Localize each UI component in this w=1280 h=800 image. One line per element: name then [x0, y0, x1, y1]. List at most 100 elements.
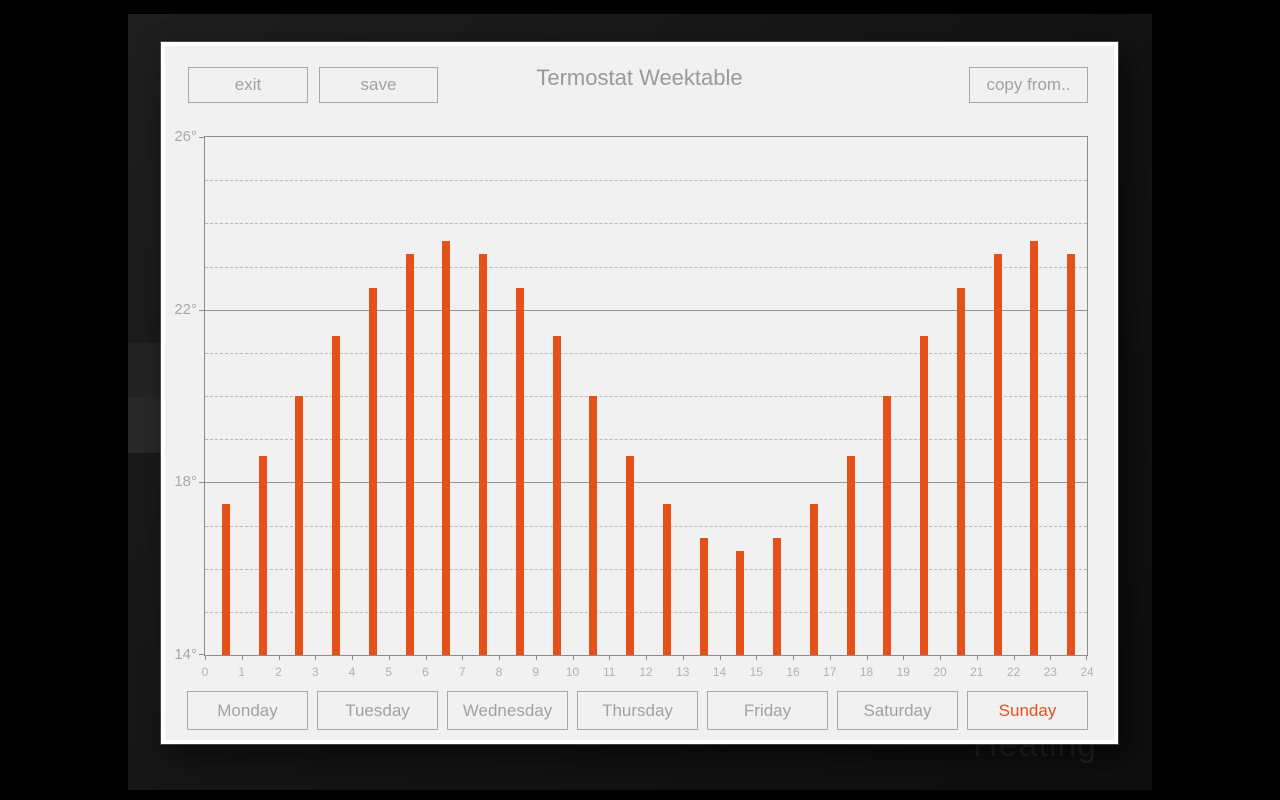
x-axis-label-6: 6: [422, 665, 429, 679]
x-axis-label-9: 9: [532, 665, 540, 679]
x-axis-label-24: 24: [1080, 665, 1094, 679]
x-axis-label-2: 2: [275, 665, 282, 679]
x-axis-label-3: 3: [311, 665, 319, 679]
x-axis-label-0: 0: [201, 665, 209, 679]
x-axis-label-12: 12: [639, 665, 653, 679]
y-axis-label-14: 14°: [174, 646, 197, 663]
temperature-bar-hour-22[interactable]: [1030, 240, 1039, 655]
x-axis-tick: [756, 656, 758, 660]
gridline-19deg: [205, 439, 1087, 441]
day-button-tuesday[interactable]: Tuesday: [317, 691, 438, 730]
x-axis-tick: [205, 656, 206, 660]
temperature-bar-hour-19[interactable]: [920, 335, 929, 655]
x-axis-tick: [903, 656, 905, 660]
temperature-bar-hour-0[interactable]: [221, 503, 230, 655]
x-axis-tick: [940, 656, 941, 660]
x-axis-tick: [278, 656, 280, 660]
gridline-24deg: [205, 223, 1087, 225]
day-button-thursday[interactable]: Thursday: [577, 691, 698, 730]
day-button-monday[interactable]: Monday: [187, 691, 308, 730]
x-axis-label-17: 17: [823, 665, 837, 679]
x-axis-label-16: 16: [786, 665, 800, 679]
temperature-bar-hour-7[interactable]: [479, 253, 488, 655]
y-axis-tick: [199, 137, 204, 138]
weektable-dialog: exit save Termostat Weektable copy from.…: [161, 42, 1118, 744]
gridline-25deg: [205, 180, 1087, 182]
background-menu-block: [128, 343, 161, 397]
temperature-bar-hour-9[interactable]: [552, 335, 561, 655]
temperature-bar-hour-14[interactable]: [736, 551, 745, 655]
y-axis-tick: [199, 654, 204, 655]
x-axis-tick: [793, 656, 794, 660]
x-axis-label-13: 13: [676, 665, 690, 679]
temperature-bar-hour-20[interactable]: [956, 288, 965, 655]
temperature-bar-hour-10[interactable]: [589, 396, 598, 655]
temperature-bar-hour-13[interactable]: [699, 538, 708, 655]
temperature-bar-hour-18[interactable]: [883, 396, 892, 655]
x-axis-label-4: 4: [348, 665, 356, 679]
y-axis-label-26: 26°: [174, 128, 197, 145]
background-menu-block: [128, 397, 161, 453]
x-axis-tick: [425, 656, 427, 660]
temperature-bar-hour-4[interactable]: [368, 288, 377, 655]
y-axis-label-22: 22°: [174, 300, 197, 318]
x-axis-tick: [1013, 656, 1015, 660]
temperature-bar-hour-16[interactable]: [809, 503, 818, 655]
temperature-bar-hour-15[interactable]: [773, 538, 782, 655]
gridline-16deg: [205, 568, 1087, 570]
x-axis-label-20: 20: [933, 665, 947, 679]
x-axis-tick: [1050, 656, 1052, 660]
day-button-friday[interactable]: Friday: [707, 691, 828, 730]
day-button-saturday[interactable]: Saturday: [837, 691, 958, 730]
y-axis-tick: [199, 482, 204, 484]
gridline-23deg: [205, 266, 1087, 268]
x-axis-tick: [535, 656, 537, 660]
temperature-bar-hour-21[interactable]: [993, 253, 1002, 655]
exit-button[interactable]: exit: [188, 67, 308, 103]
y-axis-label-18: 18°: [174, 473, 197, 491]
gridline-18deg: [205, 482, 1087, 484]
x-axis-tick: [719, 656, 721, 660]
x-axis-tick: [976, 656, 978, 660]
x-axis-tick: [609, 656, 611, 660]
x-axis-label-22: 22: [1006, 665, 1021, 679]
temperature-bar-hour-23[interactable]: [1067, 253, 1076, 655]
x-axis-label-7: 7: [458, 665, 466, 679]
temperature-bar-hour-8[interactable]: [515, 288, 524, 655]
x-axis-label-21: 21: [970, 665, 984, 679]
day-button-sunday[interactable]: Sunday: [967, 691, 1088, 730]
x-axis-label-15: 15: [749, 665, 763, 679]
x-axis-tick: [352, 656, 353, 660]
chart-plot: 26° 22° 18° 14° 0 1 2 3 4 5 6 7 8 9 10 11 12 13 14 15 16 17 18…: [174, 128, 1093, 679]
x-axis-tick: [572, 656, 574, 660]
x-axis-tick: [646, 656, 647, 660]
x-axis-label-23: 23: [1043, 665, 1057, 679]
x-axis-tick: [388, 656, 390, 660]
gridline-17deg: [205, 525, 1087, 527]
temperature-bar-hour-11[interactable]: [626, 456, 635, 655]
x-axis-tick: [315, 656, 317, 660]
x-axis-tick: [462, 656, 464, 660]
temperature-bar-hour-17[interactable]: [846, 456, 855, 655]
y-axis-tick: [199, 309, 204, 311]
x-axis-label-14: 14: [712, 665, 727, 679]
temperature-bar-hour-12[interactable]: [662, 503, 671, 655]
temperature-bar-hour-5[interactable]: [405, 253, 414, 655]
x-axis-label-1: 1: [238, 665, 246, 679]
temperature-bar-hour-2[interactable]: [295, 396, 304, 655]
x-axis-label-5: 5: [385, 665, 393, 679]
x-axis-label-8: 8: [495, 665, 503, 679]
x-axis-tick: [682, 656, 684, 660]
temperature-bar-hour-1[interactable]: [258, 456, 267, 655]
gridline-20deg: [205, 396, 1087, 397]
day-button-wednesday[interactable]: Wednesday: [447, 691, 568, 730]
temperature-bar-hour-6[interactable]: [442, 240, 451, 655]
temperature-bar-hour-3[interactable]: [332, 335, 341, 655]
x-axis-tick: [499, 656, 500, 660]
gridline-21deg: [205, 352, 1087, 354]
x-axis-label-10: 10: [565, 665, 580, 679]
x-axis-tick: [241, 656, 243, 660]
gridline-15deg: [205, 611, 1087, 613]
copy-from-button[interactable]: copy from..: [969, 67, 1088, 103]
save-button[interactable]: save: [319, 67, 438, 103]
